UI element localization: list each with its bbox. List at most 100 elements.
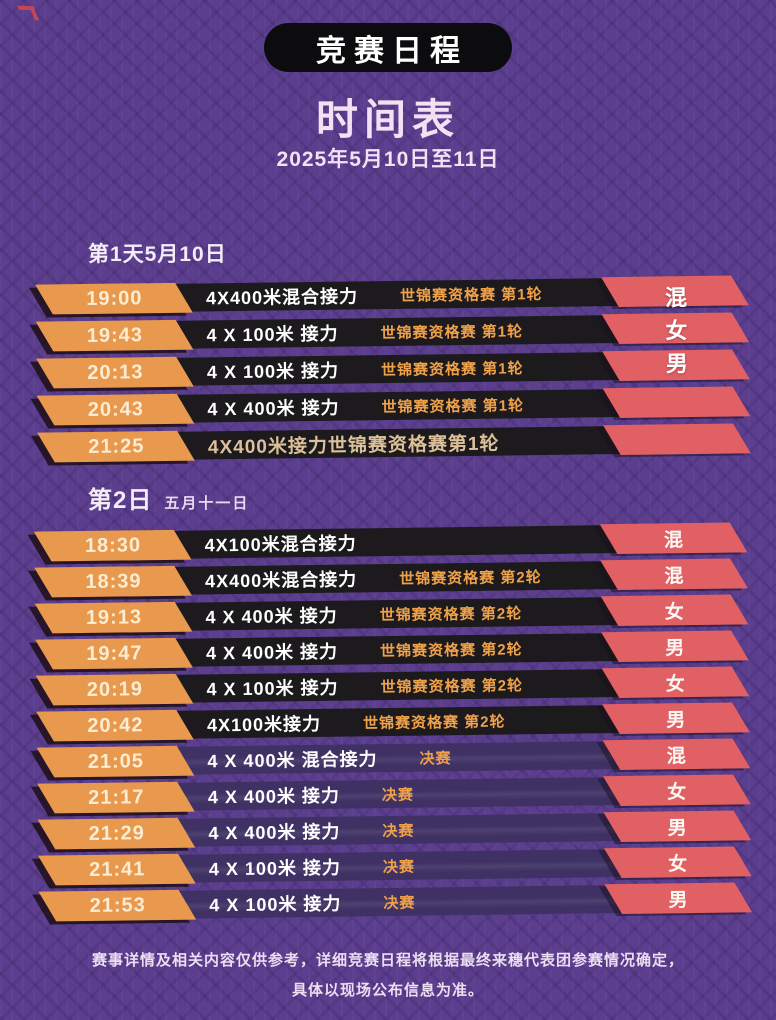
footer-line-2: 具体以现场公布信息为准。	[291, 982, 484, 999]
category-chip: 混	[599, 522, 748, 555]
schedule-row: 4 X 400米 接力 世锦赛资格赛 第1轮 20:43	[35, 386, 751, 426]
day2-header: 第2日 五月十一日	[88, 480, 249, 515]
time-label: 20:43	[87, 397, 144, 421]
category-label: 女	[665, 318, 688, 344]
event-stage: 决赛	[419, 749, 452, 768]
category-label: 混	[663, 529, 684, 551]
footer-line-1: 赛事详情及相关内容仅供参考，详细竞赛日程将根据最终来穗代表团参赛情况确定，	[91, 952, 684, 969]
event-stage: 决赛	[382, 822, 415, 840]
event-name: 4 X 100米 接力	[208, 857, 342, 880]
schedule-row: 4X400米接力世锦赛资格赛第1轮 21:25	[36, 423, 751, 463]
time-label: 19:47	[85, 641, 143, 665]
day2-title: 第2日	[88, 487, 153, 514]
time-label: 19:43	[86, 323, 143, 347]
category-chip: 男	[601, 630, 749, 663]
title-badge: 竞赛日程	[264, 23, 512, 72]
time-label: 21:25	[87, 434, 145, 458]
category-chip: 男	[603, 810, 752, 842]
category-chip: 女	[600, 594, 749, 627]
time-chip: 21:29	[37, 817, 196, 850]
category-chip: 女	[603, 774, 751, 806]
schedule-row: 4 X 100米 接力 世锦赛资格赛 第1轮 20:13	[35, 349, 750, 389]
time-chip: 19:00	[35, 282, 193, 315]
event-stage: 决赛	[382, 858, 416, 876]
category-label: 男	[665, 637, 685, 659]
time-chip: 21:17	[37, 781, 195, 814]
event-stage: 世锦赛资格赛 第2轮	[399, 568, 542, 588]
day1-title: 第1天5月10日	[88, 243, 227, 266]
event-stage: 世锦赛资格赛 第1轮	[380, 322, 524, 342]
time-chip: 21:53	[38, 889, 197, 922]
category-label: 女	[668, 853, 688, 875]
event-name: 4X100米接力	[206, 713, 322, 736]
category-chip: 混	[600, 558, 748, 591]
event-name: 4 X 100米 接力	[206, 323, 339, 346]
time-chip: 21:41	[38, 853, 196, 886]
event-name: 4 X 400米 接力	[207, 785, 341, 808]
time-chip: 20:13	[36, 356, 194, 389]
schedule-row: 4 X 100米 接力 决赛 21:41 女	[37, 846, 752, 886]
event-stage: 世锦赛资格赛 第1轮	[381, 396, 525, 416]
event-stage: 世锦赛资格赛 第2轮	[362, 713, 506, 732]
schedule-row: 4X400米混合接力 世锦赛资格赛 第1轮 19:00	[34, 275, 749, 315]
time-chip: 19:13	[34, 601, 193, 634]
time-label: 19:13	[85, 605, 142, 629]
time-chip: 18:30	[33, 529, 192, 562]
event-name: 4X100米混合接力	[204, 533, 357, 556]
event-stage: 世锦赛资格赛 第2轮	[379, 604, 523, 624]
category-label: 男	[668, 889, 688, 911]
event-name: 4X400米混合接力	[204, 569, 358, 592]
category-label: 混	[664, 565, 684, 587]
event-stage: 世锦赛资格赛 第2轮	[379, 640, 523, 660]
event-name: 4 X 400米 接力	[205, 605, 338, 628]
time-label: 19:00	[85, 286, 143, 310]
category-label: 男	[667, 817, 688, 839]
time-chip: 21:25	[37, 430, 195, 463]
event-stage: 决赛	[383, 894, 416, 912]
time-chip: 19:43	[35, 319, 194, 352]
category-label: 男	[666, 709, 686, 731]
time-chip: 20:42	[36, 709, 194, 742]
schedule-row: 4 X 400米 接力 世锦赛资格赛 第2轮 19:47 男	[34, 630, 749, 670]
category-label: 男	[665, 351, 689, 377]
day1-header: 第1天5月10日	[88, 238, 239, 268]
event-stage: 世锦赛资格赛 第1轮	[399, 285, 543, 305]
day1-category-labels: 混女男	[644, 281, 709, 381]
event-stage: 决赛	[381, 786, 415, 804]
day1-rows: 4X400米混合接力 世锦赛资格赛 第1轮 19:00 4 X 100米 接力 …	[34, 275, 751, 469]
event-name: 4X400米混合接力	[205, 286, 359, 309]
schedule-row: 4 X 400米 接力 世锦赛资格赛 第2轮 19:13 女	[33, 594, 749, 634]
category-label: 混	[664, 285, 688, 311]
time-label: 21:41	[88, 857, 146, 881]
event-stage: 世锦赛资格赛 第1轮	[380, 359, 524, 379]
category-chip: 女	[603, 846, 752, 878]
schedule-row: 4 X 400米 接力 决赛 21:29 男	[36, 810, 752, 850]
time-label: 18:39	[84, 569, 142, 593]
schedule-row: 4 X 400米 接力 决赛 21:17 女	[36, 774, 751, 814]
event-name: 4 X 400米 混合接力	[207, 749, 378, 772]
time-label: 21:53	[89, 893, 146, 917]
day2-subtitle: 五月十一日	[164, 495, 250, 512]
event-stage: 4X400米接力世锦赛资格赛第1轮	[207, 433, 500, 458]
time-label: 20:19	[86, 677, 143, 701]
category-chip	[602, 386, 751, 419]
time-chip: 20:43	[36, 393, 195, 426]
category-label: 混	[666, 745, 687, 767]
time-chip: 21:05	[36, 745, 195, 778]
schedule-row: 4X100米混合接力 18:30 混	[32, 522, 748, 562]
category-label: 女	[664, 601, 685, 623]
event-name: 4 X 400米 接力	[208, 821, 341, 844]
time-label: 21:17	[87, 785, 145, 809]
category-chip: 混	[602, 738, 751, 771]
footer-disclaimer: 赛事详情及相关内容仅供参考，详细竞赛日程将根据最终来穗代表团参赛情况确定， 具体…	[0, 946, 776, 1006]
category-chip: 女	[601, 666, 750, 699]
time-label: 20:13	[86, 360, 144, 384]
badge-label: 竞赛日程	[316, 34, 468, 68]
schedule-row: 4 X 100米 接力 世锦赛资格赛 第1轮 19:43	[34, 312, 750, 352]
event-stage: 世锦赛资格赛 第2轮	[380, 676, 524, 696]
category-chip: 男	[602, 702, 750, 735]
corner-decoration	[16, 5, 40, 21]
time-label: 21:05	[87, 749, 144, 773]
date-range: 2025年5月10日至11日	[276, 148, 500, 171]
